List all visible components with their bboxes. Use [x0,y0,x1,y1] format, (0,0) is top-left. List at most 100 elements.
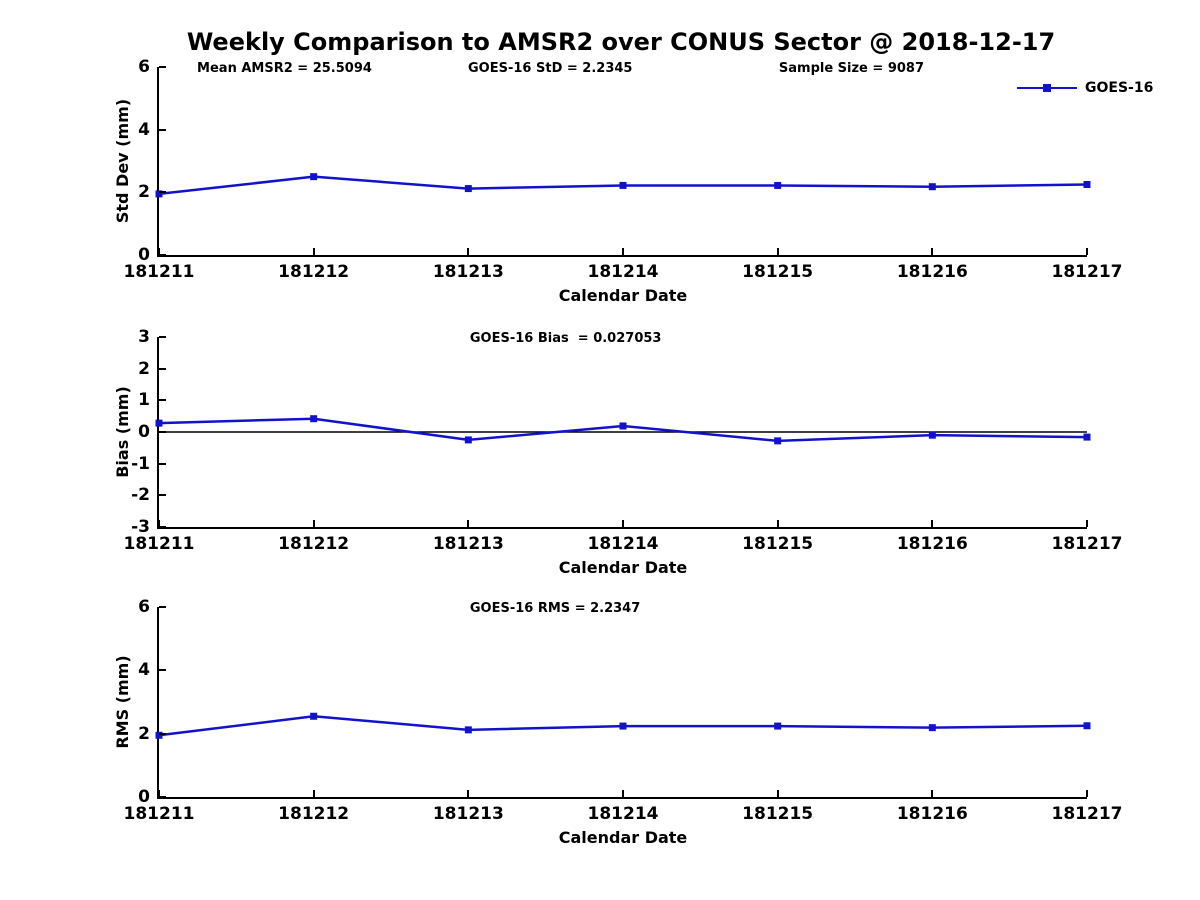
y-axis-label: RMS (mm) [113,655,132,749]
x-tick-label: 181216 [896,804,968,824]
x-tick-label: 181211 [123,804,195,824]
x-tick-label: 181211 [123,262,195,282]
x-tick-label: 181215 [742,534,814,554]
y-tick-label: -2 [131,485,150,506]
data-point-marker [155,190,163,198]
data-point-marker [155,419,163,427]
y-tick-label: 6 [138,597,150,617]
y-tick-mark [159,462,166,465]
y-tick-mark [159,66,166,68]
x-tick-label: 181214 [587,804,659,824]
data-point-marker [619,422,627,430]
data-point-marker [464,436,472,444]
x-tick-mark [312,520,315,527]
x-tick-mark [776,520,779,527]
x-tick-mark [931,790,934,797]
x-tick-label: 181212 [278,262,350,282]
x-axis-label: Calendar Date [558,828,688,847]
y-axis-label: Bias (mm) [113,386,132,478]
x-tick-label: 181215 [742,262,814,282]
x-axis-label: Calendar Date [558,286,688,305]
x-tick-mark [931,248,934,255]
x-tick-label: 181214 [587,534,659,554]
y-tick-label: -3 [131,517,150,537]
y-tick-mark [159,128,166,131]
x-tick-mark [1086,248,1088,255]
y-tick-mark [159,254,166,256]
x-tick-mark [622,520,624,527]
legend-label: GOES-16 [1085,80,1154,96]
legend-line-sample [1017,83,1077,93]
annotation: Mean AMSR2 = 25.5094 [197,61,372,76]
x-tick-label: 181214 [587,262,659,282]
x-tick-mark [622,248,624,255]
plot-canvas [155,415,1091,445]
y-tick-label: 2 [138,358,150,379]
bias-panel: Bias (mm) -3 -2 -1 0 1 2 3 181211 181212 181213 181… [113,327,1122,577]
x-tick-label: 181216 [896,534,968,554]
data-point-marker [310,712,318,720]
data-point-marker [928,183,936,191]
plot-canvas [155,173,1091,198]
x-tick-mark [312,248,315,255]
x-tick-mark [931,520,934,527]
y-tick-mark [159,606,166,608]
x-tick-mark [1086,790,1088,797]
x-tick-label: 181215 [742,804,814,824]
legend-square-marker-icon [1043,83,1051,92]
y-tick-mark [159,367,166,370]
y-tick-label: 0 [138,245,150,265]
y-tick-mark [159,526,166,528]
annotation: GOES-16 RMS = 2.2347 [469,601,641,616]
x-tick-label: 181213 [432,534,504,554]
x-tick-label: 181212 [278,534,350,554]
x-axis-label: Calendar Date [558,558,688,577]
data-point-marker [619,722,627,730]
x-tick-label: 181211 [123,534,195,554]
x-tick-mark [467,520,470,527]
y-tick-mark [159,336,166,338]
std-dev-panel: GOES-16 Std Dev (mm) 0 2 4 6 181211 181212 1812… [113,57,1153,305]
annotation: Sample Size = 9087 [778,61,925,76]
data-point-marker [928,724,936,732]
y-tick-label: 2 [138,182,150,203]
annotation: GOES-16 Bias = 0.027053 [469,331,662,346]
data-point-marker [928,431,936,439]
annotation: GOES-16 StD = 2.2345 [468,61,633,76]
data-line [158,417,1088,443]
data-point-marker [155,731,163,739]
x-tick-label: 181217 [1051,804,1123,824]
y-tick-mark [159,191,166,194]
data-point-marker [1083,722,1091,730]
plot-canvas [155,712,1091,739]
y-tick-mark [159,669,166,672]
data-point-marker [310,415,318,423]
y-tick-label: 1 [138,390,150,411]
y-tick-mark [159,494,166,497]
data-point-marker [619,181,627,189]
x-tick-label: 181213 [432,262,504,282]
y-tick-label: 3 [138,327,150,347]
x-tick-mark [158,790,160,797]
y-tick-label: -1 [131,453,150,474]
figure-title: Weekly Comparison to AMSR2 over CONUS Se… [186,28,1056,56]
rms-panel: RMS (mm) 0 2 4 6 181211 181212 181213 181214 1812… [113,597,1122,847]
y-tick-label: 0 [138,422,150,442]
x-tick-mark [158,248,160,255]
y-tick-label: 6 [138,57,150,77]
x-tick-mark [312,790,315,797]
legend: GOES-16 [1017,80,1153,96]
y-tick-label: 4 [138,660,150,681]
x-tick-mark [776,248,779,255]
y-tick-label: 2 [138,723,150,744]
y-axis-label: Std Dev (mm) [113,98,132,224]
data-point-marker [464,726,472,734]
data-point-marker [464,185,472,193]
x-tick-label: 181217 [1051,262,1123,282]
x-tick-label: 181212 [278,804,350,824]
x-tick-mark [622,790,624,797]
x-tick-mark [467,790,470,797]
y-tick-mark [159,399,166,402]
y-tick-mark [159,796,166,798]
y-tick-mark [159,732,166,735]
